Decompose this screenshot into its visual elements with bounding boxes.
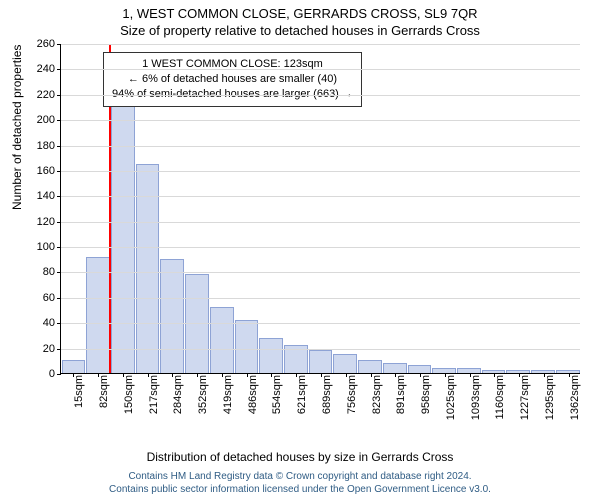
gridline-h xyxy=(61,323,580,324)
footer-line-2: Contains public sector information licen… xyxy=(0,483,600,496)
xtick-label: 689sqm xyxy=(321,373,333,414)
ytick-label: 260 xyxy=(37,38,61,50)
gridline-h xyxy=(61,196,580,197)
gridline-h xyxy=(61,95,580,96)
gridline-h xyxy=(61,146,580,147)
xtick-label: 891sqm xyxy=(395,373,407,414)
histogram-bar xyxy=(235,320,259,373)
gridline-h xyxy=(61,247,580,248)
gridline-h xyxy=(61,44,580,45)
xtick-label: 352sqm xyxy=(197,373,209,414)
xtick-label: 419sqm xyxy=(222,373,234,414)
xtick-label: 1025sqm xyxy=(445,373,457,420)
ytick-label: 180 xyxy=(37,140,61,152)
xtick-label: 82sqm xyxy=(98,373,110,408)
gridline-h xyxy=(61,120,580,121)
plot-region: 1 WEST COMMON CLOSE: 123sqm ← 6% of deta… xyxy=(60,44,580,374)
ytick-label: 140 xyxy=(37,190,61,202)
gridline-h xyxy=(61,349,580,350)
ytick-label: 20 xyxy=(43,343,61,355)
histogram-bar xyxy=(86,257,110,373)
xtick-label: 958sqm xyxy=(420,373,432,414)
xtick-label: 554sqm xyxy=(271,373,283,414)
xtick-label: 15sqm xyxy=(73,373,85,408)
histogram-bar xyxy=(408,365,432,373)
histogram-bar xyxy=(210,307,234,373)
ytick-label: 0 xyxy=(49,368,61,380)
gridline-h xyxy=(61,298,580,299)
chart-title-sub: Size of property relative to detached ho… xyxy=(0,21,600,38)
xtick-label: 1160sqm xyxy=(494,373,506,419)
histogram-bar xyxy=(259,338,283,373)
gridline-h xyxy=(61,69,580,70)
ytick-label: 100 xyxy=(37,241,61,253)
histogram-bar xyxy=(111,97,135,373)
gridline-h xyxy=(61,272,580,273)
x-axis-label: Distribution of detached houses by size … xyxy=(0,450,600,464)
gridline-h xyxy=(61,222,580,223)
xtick-label: 823sqm xyxy=(371,373,383,414)
xtick-label: 217sqm xyxy=(148,373,160,414)
xtick-label: 150sqm xyxy=(123,373,135,414)
info-line-2: ← 6% of detached houses are smaller (40) xyxy=(112,72,353,87)
ytick-label: 120 xyxy=(37,216,61,228)
histogram-bar xyxy=(383,363,407,373)
y-axis-label: Number of detached properties xyxy=(10,45,24,210)
histogram-bar xyxy=(62,360,86,373)
histogram-bar xyxy=(309,350,333,373)
histogram-bar xyxy=(333,354,357,373)
xtick-label: 621sqm xyxy=(296,373,308,414)
xtick-label: 486sqm xyxy=(247,373,259,414)
xtick-label: 1227sqm xyxy=(519,373,531,420)
chart-title-main: 1, WEST COMMON CLOSE, GERRARDS CROSS, SL… xyxy=(0,0,600,21)
ytick-label: 240 xyxy=(37,63,61,75)
ytick-label: 40 xyxy=(43,317,61,329)
xtick-label: 1093sqm xyxy=(470,373,482,420)
ytick-label: 60 xyxy=(43,292,61,304)
footer-line-1: Contains HM Land Registry data © Crown c… xyxy=(0,470,600,483)
info-box: 1 WEST COMMON CLOSE: 123sqm ← 6% of deta… xyxy=(103,52,362,107)
gridline-h xyxy=(61,171,580,172)
ytick-label: 80 xyxy=(43,266,61,278)
chart-plot-area: 1 WEST COMMON CLOSE: 123sqm ← 6% of deta… xyxy=(60,44,580,374)
footer-attribution: Contains HM Land Registry data © Crown c… xyxy=(0,470,600,496)
xtick-label: 756sqm xyxy=(346,373,358,414)
xtick-label: 284sqm xyxy=(172,373,184,414)
histogram-bar xyxy=(160,259,184,373)
histogram-bar xyxy=(358,360,382,373)
ytick-label: 220 xyxy=(37,89,61,101)
xtick-label: 1362sqm xyxy=(569,373,581,420)
ytick-label: 200 xyxy=(37,114,61,126)
xtick-label: 1295sqm xyxy=(544,373,556,420)
ytick-label: 160 xyxy=(37,165,61,177)
